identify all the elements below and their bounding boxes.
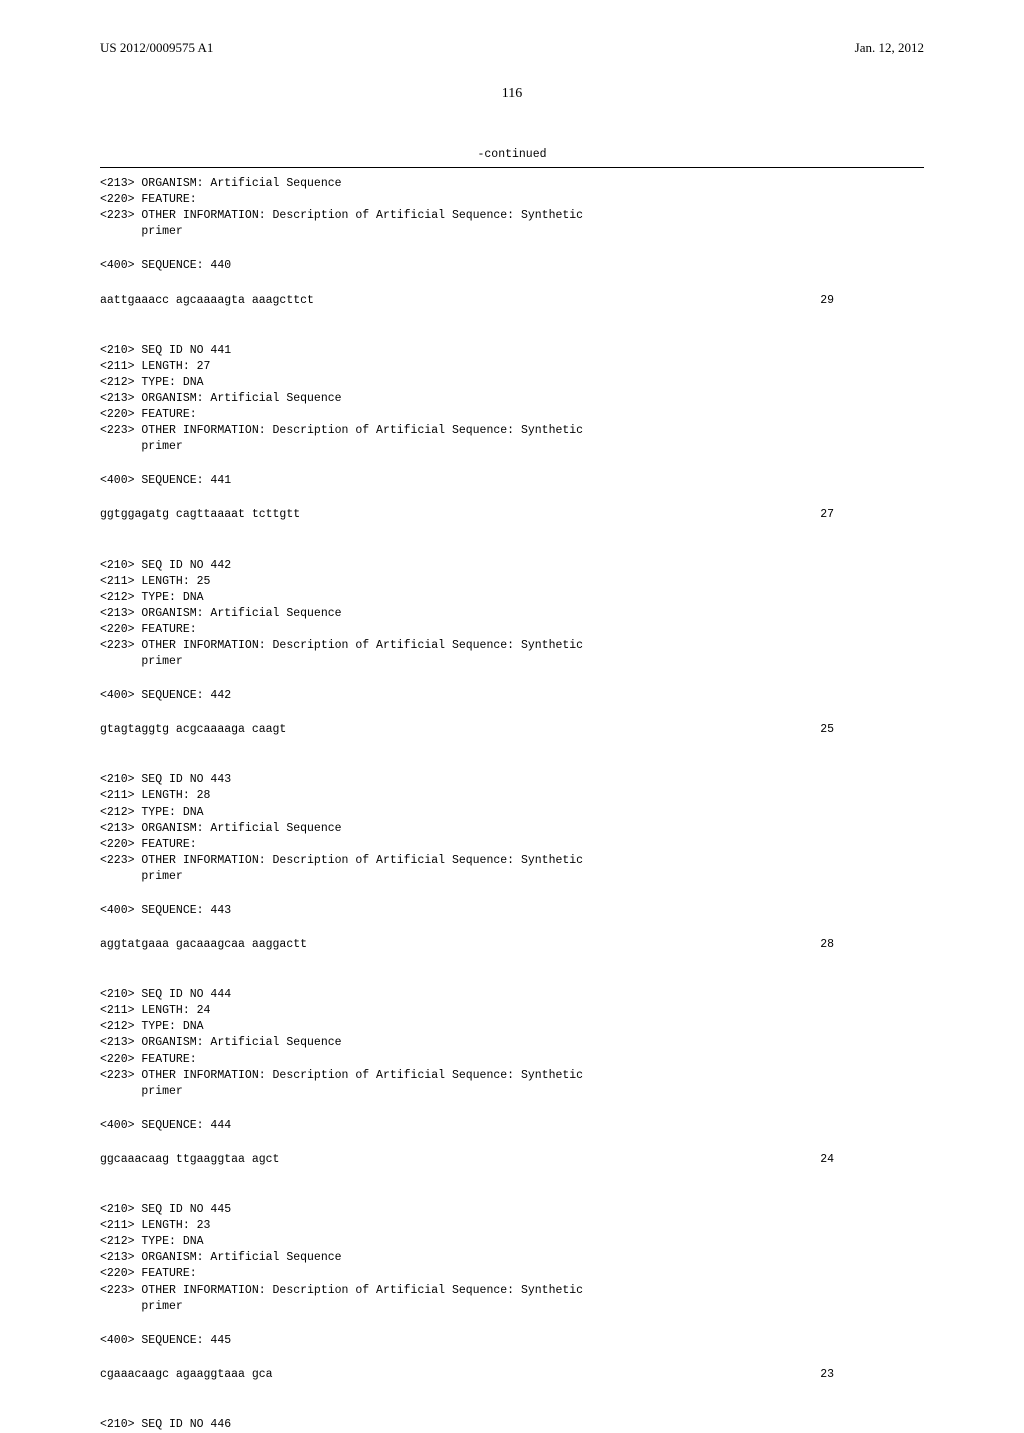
sequence-line: <400> SEQUENCE: 441 bbox=[100, 473, 924, 489]
sequence-line: <223> OTHER INFORMATION: Description of … bbox=[100, 638, 924, 654]
divider-line bbox=[100, 167, 924, 168]
sequence-text: aggtatgaaa gacaaagcaa aaggactt bbox=[100, 937, 307, 953]
sequence-line: <213> ORGANISM: Artificial Sequence bbox=[100, 606, 924, 622]
sequence-data-row: aattgaaacc agcaaaagta aaagcttct 29 bbox=[100, 293, 924, 309]
sequence-block: <400> SEQUENCE: 442 bbox=[100, 688, 924, 704]
sequence-block: aattgaaacc agcaaaagta aaagcttct 29 bbox=[100, 293, 924, 325]
header-publication-number: US 2012/0009575 A1 bbox=[100, 40, 213, 56]
sequence-line: <220> FEATURE: bbox=[100, 192, 924, 208]
sequence-line: <223> OTHER INFORMATION: Description of … bbox=[100, 1283, 924, 1299]
sequence-line: <223> OTHER INFORMATION: Description of … bbox=[100, 853, 924, 869]
sequence-line: <213> ORGANISM: Artificial Sequence bbox=[100, 176, 924, 192]
sequence-line: <210> SEQ ID NO 446 bbox=[100, 1417, 924, 1433]
sequence-length-number: 24 bbox=[820, 1152, 924, 1168]
sequence-block: <400> SEQUENCE: 445 bbox=[100, 1333, 924, 1349]
spacer bbox=[100, 738, 924, 754]
sequence-data-row: gtagtaggtg acgcaaaaga caagt 25 bbox=[100, 722, 924, 738]
sequence-line: <223> OTHER INFORMATION: Description of … bbox=[100, 208, 924, 224]
sequence-block: <210> SEQ ID NO 445<211> LENGTH: 23<212>… bbox=[100, 1202, 924, 1315]
sequence-line: <400> SEQUENCE: 443 bbox=[100, 903, 924, 919]
sequence-text: ggcaaacaag ttgaaggtaa agct bbox=[100, 1152, 279, 1168]
sequence-line: primer bbox=[100, 224, 924, 240]
sequence-line: <211> LENGTH: 25 bbox=[100, 574, 924, 590]
sequence-line: <212> TYPE: DNA bbox=[100, 1019, 924, 1035]
sequence-block: <400> SEQUENCE: 443 bbox=[100, 903, 924, 919]
sequence-block: <210> SEQ ID NO 446 bbox=[100, 1417, 924, 1433]
sequence-line: <223> OTHER INFORMATION: Description of … bbox=[100, 423, 924, 439]
sequence-line: <212> TYPE: DNA bbox=[100, 1234, 924, 1250]
sequence-block: <210> SEQ ID NO 443<211> LENGTH: 28<212>… bbox=[100, 772, 924, 885]
sequence-line: <400> SEQUENCE: 445 bbox=[100, 1333, 924, 1349]
sequence-block: <400> SEQUENCE: 441 bbox=[100, 473, 924, 489]
sequence-block: <210> SEQ ID NO 442<211> LENGTH: 25<212>… bbox=[100, 558, 924, 671]
sequence-length-number: 25 bbox=[820, 722, 924, 738]
sequence-text: gtagtaggtg acgcaaaaga caagt bbox=[100, 722, 286, 738]
document-header: US 2012/0009575 A1 Jan. 12, 2012 bbox=[100, 40, 924, 56]
sequence-line: <400> SEQUENCE: 440 bbox=[100, 258, 924, 274]
sequence-line: <213> ORGANISM: Artificial Sequence bbox=[100, 1035, 924, 1051]
sequence-line: <212> TYPE: DNA bbox=[100, 590, 924, 606]
sequence-length-number: 27 bbox=[820, 507, 924, 523]
sequence-line: <210> SEQ ID NO 445 bbox=[100, 1202, 924, 1218]
sequence-data-row: ggtggagatg cagttaaaat tcttgtt 27 bbox=[100, 507, 924, 523]
sequence-line: <212> TYPE: DNA bbox=[100, 805, 924, 821]
continued-label: -continued bbox=[100, 147, 924, 163]
sequence-data-row: cgaaacaagc agaaggtaaa gca 23 bbox=[100, 1367, 924, 1383]
sequence-line: primer bbox=[100, 1299, 924, 1315]
sequence-line: <211> LENGTH: 24 bbox=[100, 1003, 924, 1019]
sequence-line: <212> TYPE: DNA bbox=[100, 375, 924, 391]
sequence-line: <210> SEQ ID NO 442 bbox=[100, 558, 924, 574]
sequence-line: <211> LENGTH: 27 bbox=[100, 359, 924, 375]
spacer bbox=[100, 524, 924, 540]
sequence-length-number: 28 bbox=[820, 937, 924, 953]
sequence-line: <220> FEATURE: bbox=[100, 622, 924, 638]
sequence-block: cgaaacaagc agaaggtaaa gca 23 bbox=[100, 1367, 924, 1399]
sequence-line: <400> SEQUENCE: 444 bbox=[100, 1118, 924, 1134]
sequence-line: <211> LENGTH: 28 bbox=[100, 788, 924, 804]
spacer bbox=[100, 309, 924, 325]
sequence-line: <223> OTHER INFORMATION: Description of … bbox=[100, 1068, 924, 1084]
sequence-block: <400> SEQUENCE: 440 bbox=[100, 258, 924, 274]
sequence-line: <211> LENGTH: 23 bbox=[100, 1218, 924, 1234]
sequence-block: <210> SEQ ID NO 444<211> LENGTH: 24<212>… bbox=[100, 987, 924, 1100]
spacer bbox=[100, 1383, 924, 1399]
sequence-blocks: <213> ORGANISM: Artificial Sequence<220>… bbox=[100, 176, 924, 1433]
sequence-block: <400> SEQUENCE: 444 bbox=[100, 1118, 924, 1134]
sequence-line: <220> FEATURE: bbox=[100, 1052, 924, 1068]
sequence-block: ggcaaacaag ttgaaggtaa agct 24 bbox=[100, 1152, 924, 1184]
sequence-line: primer bbox=[100, 869, 924, 885]
sequence-data-row: aggtatgaaa gacaaagcaa aaggactt 28 bbox=[100, 937, 924, 953]
sequence-line: <210> SEQ ID NO 444 bbox=[100, 987, 924, 1003]
sequence-line: <220> FEATURE: bbox=[100, 837, 924, 853]
sequence-text: aattgaaacc agcaaaagta aaagcttct bbox=[100, 293, 314, 309]
header-date: Jan. 12, 2012 bbox=[855, 40, 924, 56]
sequence-text: cgaaacaagc agaaggtaaa gca bbox=[100, 1367, 273, 1383]
sequence-line: <210> SEQ ID NO 441 bbox=[100, 343, 924, 359]
sequence-text: ggtggagatg cagttaaaat tcttgtt bbox=[100, 507, 300, 523]
sequence-length-number: 23 bbox=[820, 1367, 924, 1383]
sequence-line: <220> FEATURE: bbox=[100, 407, 924, 423]
sequence-line: <400> SEQUENCE: 442 bbox=[100, 688, 924, 704]
sequence-line: primer bbox=[100, 1084, 924, 1100]
sequence-data-row: ggcaaacaag ttgaaggtaa agct 24 bbox=[100, 1152, 924, 1168]
sequence-block: gtagtaggtg acgcaaaaga caagt 25 bbox=[100, 722, 924, 754]
sequence-block: <210> SEQ ID NO 441<211> LENGTH: 27<212>… bbox=[100, 343, 924, 456]
sequence-block: <213> ORGANISM: Artificial Sequence<220>… bbox=[100, 176, 924, 240]
sequence-line: <213> ORGANISM: Artificial Sequence bbox=[100, 391, 924, 407]
sequence-length-number: 29 bbox=[820, 293, 924, 309]
spacer bbox=[100, 953, 924, 969]
sequence-line: <213> ORGANISM: Artificial Sequence bbox=[100, 821, 924, 837]
sequence-block: aggtatgaaa gacaaagcaa aaggactt 28 bbox=[100, 937, 924, 969]
sequence-line: <210> SEQ ID NO 443 bbox=[100, 772, 924, 788]
sequence-line: <213> ORGANISM: Artificial Sequence bbox=[100, 1250, 924, 1266]
sequence-line: primer bbox=[100, 439, 924, 455]
page-number: 116 bbox=[100, 86, 924, 102]
spacer bbox=[100, 1168, 924, 1184]
sequence-line: <220> FEATURE: bbox=[100, 1266, 924, 1282]
sequence-line: primer bbox=[100, 654, 924, 670]
sequence-block: ggtggagatg cagttaaaat tcttgtt 27 bbox=[100, 507, 924, 539]
sequence-listing-content: -continued <213> ORGANISM: Artificial Se… bbox=[100, 147, 924, 1433]
